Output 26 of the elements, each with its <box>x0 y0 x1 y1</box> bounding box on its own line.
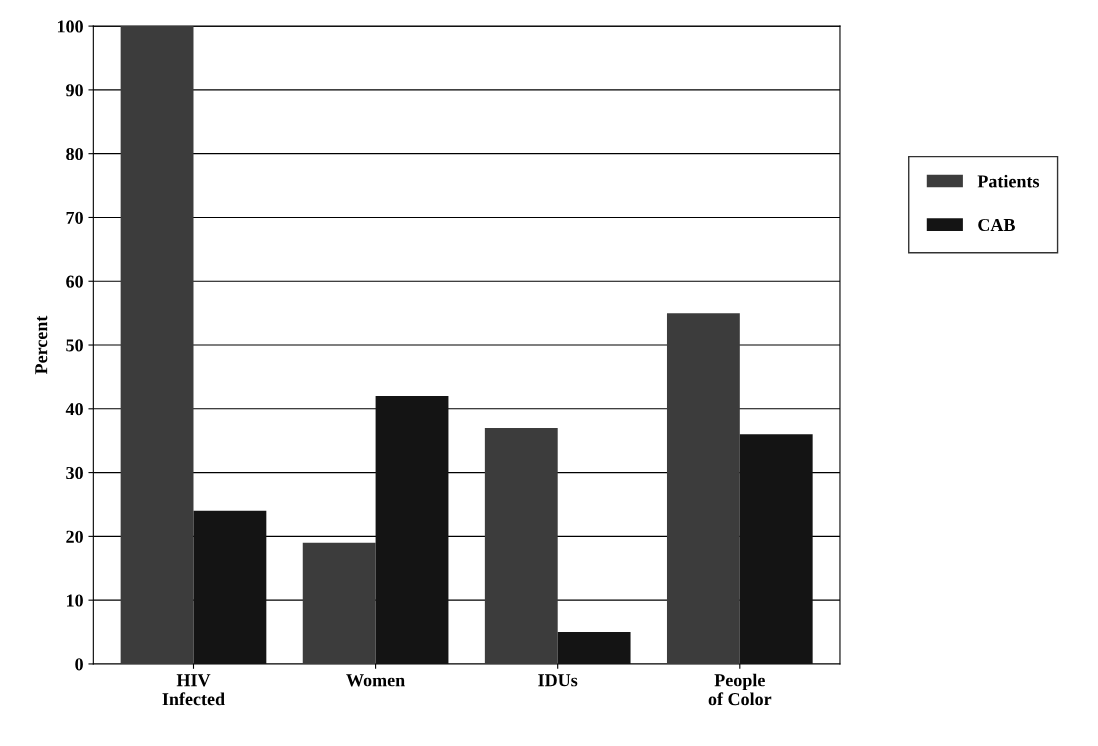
y-tick-label: 40 <box>65 403 83 416</box>
bar <box>375 396 449 664</box>
y-tick-label: 20 <box>66 530 83 543</box>
bar <box>739 434 813 664</box>
bar <box>193 510 267 664</box>
x-tick-label: HIV Infected <box>162 674 225 706</box>
x-tick-label: Women <box>346 674 405 687</box>
legend-label: CAB <box>978 218 1015 232</box>
bar <box>557 632 631 664</box>
y-tick-label: 70 <box>66 211 83 224</box>
y-tick-label: 50 <box>66 339 83 352</box>
y-tick-label: 80 <box>66 147 83 161</box>
bar <box>484 427 558 664</box>
legend-label: Patients <box>977 174 1040 188</box>
y-tick-label: 0 <box>75 658 83 671</box>
y-tick-label: 10 <box>67 594 83 607</box>
bar <box>302 542 376 664</box>
y-tick-label: 30 <box>66 466 83 480</box>
y-tick-label: 100 <box>57 20 83 33</box>
bar <box>120 26 194 664</box>
x-tick-label: IDUs <box>538 674 578 687</box>
y-tick-label: 90 <box>66 84 83 97</box>
y-axis-title: Percent <box>35 315 48 375</box>
y-tick-label: 60 <box>66 275 83 288</box>
bar <box>666 313 740 664</box>
x-tick-label: People of Color <box>708 673 772 706</box>
